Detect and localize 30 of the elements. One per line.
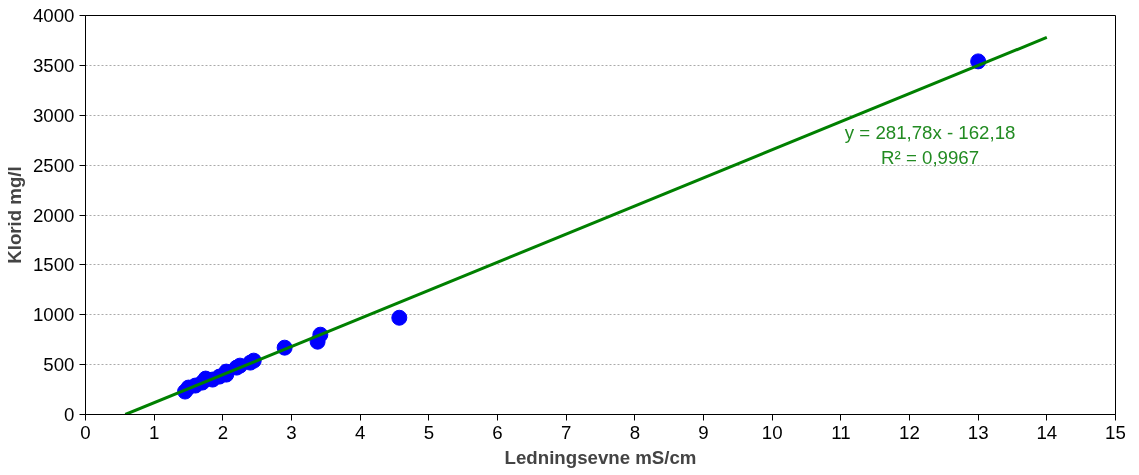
y-tick-label: 2500 [33,154,75,176]
x-tick-label: 15 [1105,421,1126,443]
y-tick-label: 0 [64,404,75,425]
x-tick-label: 8 [629,421,641,443]
x-tick-label: 12 [899,421,920,443]
x-axis-title: Ledningsevne mS/cm [504,446,697,468]
y-tick-label: 1000 [33,304,75,326]
x-tick-label: 14 [1036,421,1058,443]
y-tick-label: 4000 [33,5,75,26]
annotation: R² = 0,9967 [881,147,980,169]
x-tick-label: 3 [286,421,297,443]
x-tick-label: 9 [698,421,709,443]
y-tick-label: 3500 [33,54,75,76]
y-tick-label: 2000 [33,204,75,226]
x-tick-label: 7 [560,421,572,443]
point [391,309,408,326]
x-tick-label: 1 [148,421,160,443]
annotation: y = 281,78x - 162,18 [844,122,1016,144]
y-tick-label: 3000 [33,104,75,126]
x-tick-label: 0 [80,421,91,443]
x-tick-label: 4 [354,421,366,443]
x-tick-label: 11 [831,421,851,443]
x-tick-label: 6 [492,421,503,443]
x-tick-label: 2 [217,421,229,443]
y-axis-title: Klorid mg/l [4,166,25,264]
y-tick-label: 1500 [33,254,75,276]
x-tick-label: 13 [967,421,989,443]
x-tick-label: 10 [761,421,783,443]
x-tick-label: 5 [423,421,435,443]
y-tick-label: 500 [43,354,75,376]
